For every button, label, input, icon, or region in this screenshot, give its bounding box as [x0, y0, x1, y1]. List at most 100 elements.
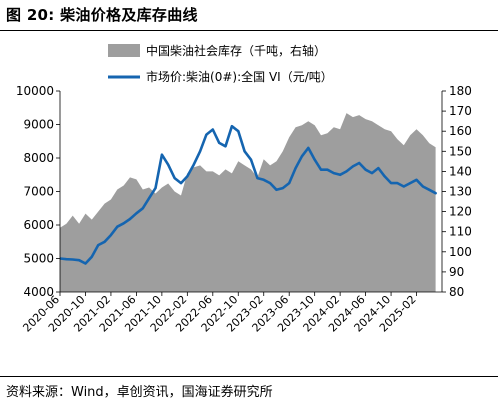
price-point: [161, 154, 163, 156]
inventory-point: [148, 187, 150, 189]
source-note: 资料来源：Wind，卓创资讯，国海证券研究所: [6, 385, 273, 400]
price-point: [422, 185, 424, 187]
price-point: [205, 133, 207, 135]
right-tick-label: 140: [449, 164, 472, 178]
inventory-point: [231, 173, 233, 175]
chart: 4000 5000 6000 7000 8000 9000 10000 80 90 100 110 1…: [16, 43, 472, 335]
left-tick-label: 5000: [23, 252, 54, 266]
inventory-point: [238, 161, 240, 163]
price-point: [377, 167, 379, 169]
price-point: [403, 185, 405, 187]
inventory-point: [333, 126, 335, 128]
price-point: [345, 170, 347, 172]
price-point: [352, 165, 354, 167]
price-point: [97, 244, 99, 246]
right-tick-label: 150: [449, 144, 472, 158]
inventory-point: [320, 134, 322, 136]
inventory-point: [403, 145, 405, 147]
inventory-point: [174, 191, 176, 193]
inventory-point: [352, 116, 354, 118]
price-point: [333, 172, 335, 174]
inventory-point: [142, 189, 144, 191]
inventory-point: [416, 128, 418, 130]
right-tick-label: 110: [449, 225, 472, 239]
inventory-point: [295, 126, 297, 128]
right-tick-label: 100: [449, 245, 472, 259]
price-point: [193, 164, 195, 166]
right-tick-label: 90: [449, 265, 464, 279]
right-tick-label: 170: [449, 104, 472, 118]
price-point: [199, 150, 201, 152]
inventory-point: [78, 223, 80, 225]
price-point: [84, 262, 86, 264]
inventory-point: [435, 147, 437, 149]
price-point: [384, 175, 386, 177]
price-point: [154, 187, 156, 189]
price-point: [186, 175, 188, 177]
inventory-point: [206, 171, 208, 173]
price-point: [263, 179, 265, 181]
price-point: [409, 182, 411, 184]
inventory-point: [110, 199, 112, 201]
inventory-point: [390, 130, 392, 132]
price-point: [250, 159, 252, 161]
price-point: [142, 207, 144, 209]
inventory-point: [72, 215, 74, 217]
right-tick-label: 160: [449, 124, 472, 138]
inventory-point: [244, 165, 246, 167]
inventory-point: [180, 195, 182, 197]
inventory-point: [327, 132, 329, 134]
price-point: [282, 187, 284, 189]
price-point: [358, 162, 360, 164]
price-point: [212, 128, 214, 130]
inventory-point: [422, 134, 424, 136]
right-tick-label: 180: [449, 84, 472, 98]
price-point: [364, 169, 366, 171]
price-point: [218, 142, 220, 144]
inventory-point: [155, 193, 157, 195]
inventory-point: [276, 161, 278, 163]
inventory-point: [371, 120, 373, 122]
price-point: [339, 174, 341, 176]
price-point: [167, 164, 169, 166]
price-point: [231, 125, 233, 127]
price-point: [326, 169, 328, 171]
inventory-point: [66, 223, 68, 225]
inventory-point: [104, 203, 106, 205]
legend: 中国柴油社会库存（千吨，右轴） 市场价:柴油(0#):全国 VI（元/吨）: [108, 43, 333, 84]
price-point: [396, 182, 398, 184]
left-tick-label: 7000: [23, 185, 54, 199]
price-line: [60, 124, 437, 265]
inventory-point: [136, 179, 138, 181]
inventory-point: [378, 124, 380, 126]
price-point: [434, 192, 436, 194]
price-point: [123, 222, 125, 224]
price-point: [269, 182, 271, 184]
price-point: [371, 172, 373, 174]
price-point: [103, 241, 105, 243]
price-point: [65, 258, 67, 260]
left-tick-label: 10000: [16, 84, 54, 98]
inventory-point: [117, 189, 119, 191]
inventory-point: [429, 143, 431, 145]
price-point: [180, 182, 182, 184]
inventory-point: [91, 219, 93, 221]
price-point: [390, 182, 392, 184]
inventory-point: [339, 128, 341, 130]
inventory-point: [123, 185, 125, 187]
inventory-point: [250, 169, 252, 171]
price-point: [243, 150, 245, 152]
inventory-point: [397, 138, 399, 140]
price-point: [301, 155, 303, 157]
inventory-point: [212, 171, 214, 173]
right-tick-label: 130: [449, 185, 472, 199]
inventory-point: [167, 183, 169, 185]
inventory-point: [129, 177, 131, 179]
price-point: [294, 167, 296, 169]
title-rule: [0, 30, 498, 31]
inventory-point: [218, 175, 220, 177]
inventory-point: [282, 151, 284, 153]
inventory-point: [288, 136, 290, 138]
price-point: [237, 130, 239, 132]
price-point: [110, 234, 112, 236]
